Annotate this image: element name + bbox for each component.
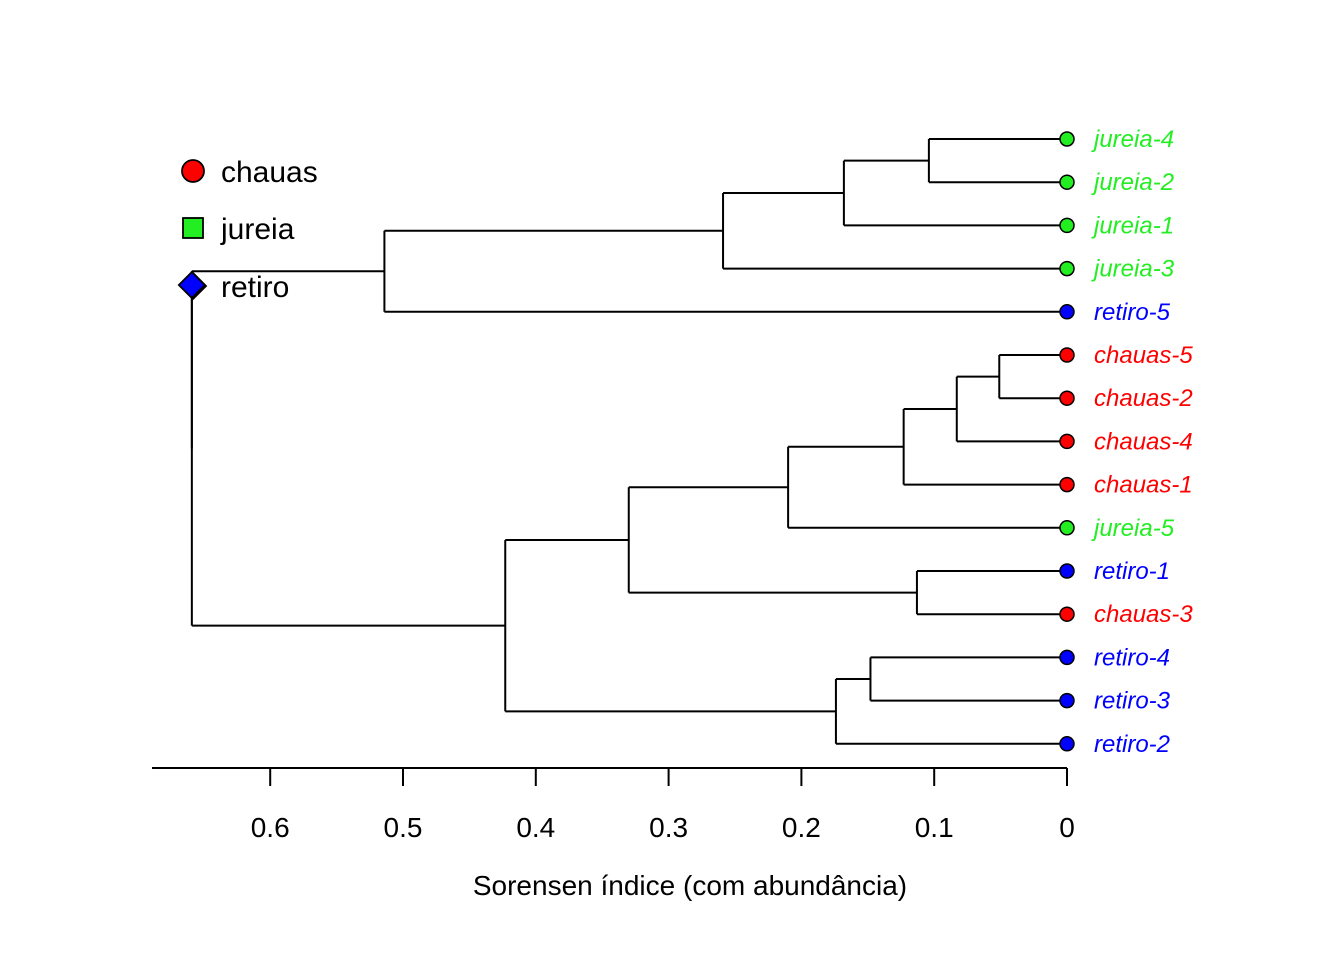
- x-tick-label-0.4: 0.4: [516, 812, 555, 843]
- leaf-label-jureia-2: jureia-2: [1091, 169, 1174, 196]
- x-tick-label-0.2: 0.2: [782, 812, 821, 843]
- leaf-label-jureia-1: jureia-1: [1091, 212, 1174, 239]
- legend-label-jureia: jureia: [220, 213, 295, 246]
- leaf-label-jureia-3: jureia-3: [1091, 256, 1175, 283]
- leaf-marker-jureia-2: [1059, 174, 1075, 190]
- leaf-label-retiro-1: retiro-1: [1094, 558, 1170, 585]
- leaf-label-chauas-2: chauas-2: [1094, 385, 1193, 412]
- x-tick-label-0.6: 0.6: [251, 812, 290, 843]
- x-tick-label-0.3: 0.3: [649, 812, 688, 843]
- leaf-label-retiro-5: retiro-5: [1094, 299, 1171, 326]
- leaf-marker-chauas-4: [1059, 433, 1075, 450]
- x-tick-label-0.1: 0.1: [915, 812, 954, 843]
- x-tick-label-0.5: 0.5: [384, 812, 423, 843]
- leaf-label-chauas-5: chauas-5: [1094, 342, 1193, 369]
- leaf-marker-jureia-5: [1059, 520, 1075, 536]
- leaf-label-retiro-2: retiro-2: [1094, 731, 1170, 758]
- leaf-marker-jureia-3: [1059, 260, 1075, 277]
- leaf-label-chauas-4: chauas-4: [1094, 428, 1193, 455]
- x-axis-title: Sorensen índice (com abundância): [473, 870, 907, 901]
- legend-label-retiro: retiro: [221, 271, 289, 304]
- leaf-label-jureia-4: jureia-4: [1091, 126, 1174, 153]
- leaf-marker-retiro-4: [1059, 649, 1075, 666]
- leaf-markers: [1059, 131, 1075, 752]
- legend-square-icon: [182, 217, 204, 239]
- leaf-label-retiro-3: retiro-3: [1094, 688, 1171, 715]
- x-tick-label-0: 0: [1059, 812, 1075, 843]
- leaf-marker-retiro-1: [1059, 563, 1075, 579]
- x-axis-ticks: 0.6 0.5 0.4 0.3 0.2 0.1 0: [251, 768, 1075, 843]
- dendrogram-branches: [190, 138, 1067, 745]
- leaf-marker-retiro-5: [1059, 304, 1075, 320]
- leaf-marker-chauas-3: [1059, 606, 1075, 622]
- legend-label-chauas: chauas: [221, 156, 318, 189]
- leaf-label-retiro-4: retiro-4: [1094, 644, 1170, 671]
- leaf-labels: jureia-4 jureia-2 jureia-1 jureia-3 retiro-5…: [1091, 126, 1193, 758]
- leaf-label-chauas-3: chauas-3: [1094, 601, 1193, 628]
- leaf-marker-chauas-2: [1059, 390, 1075, 406]
- leaf-label-jureia-5: jureia-5: [1091, 515, 1175, 542]
- legend-item-jureia: jureia: [182, 213, 295, 246]
- leaf-label-chauas-1: chauas-1: [1094, 472, 1193, 499]
- legend-item-chauas: chauas: [181, 156, 318, 189]
- legend-circle-icon: [181, 159, 205, 183]
- leaf-marker-jureia-1: [1059, 217, 1075, 234]
- leaf-marker-retiro-3: [1059, 692, 1075, 709]
- x-axis: 0.6 0.5 0.4 0.3 0.2 0.1 0 Sorensen índice (com…: [152, 767, 1075, 901]
- leaf-marker-retiro-2: [1059, 736, 1075, 752]
- root-marker-layer: [177, 270, 207, 300]
- leaf-marker-chauas-5: [1059, 347, 1075, 363]
- leaf-marker-jureia-4: [1059, 131, 1075, 147]
- root-diamond-icon: [177, 270, 207, 300]
- leaf-marker-chauas-1: [1059, 476, 1075, 493]
